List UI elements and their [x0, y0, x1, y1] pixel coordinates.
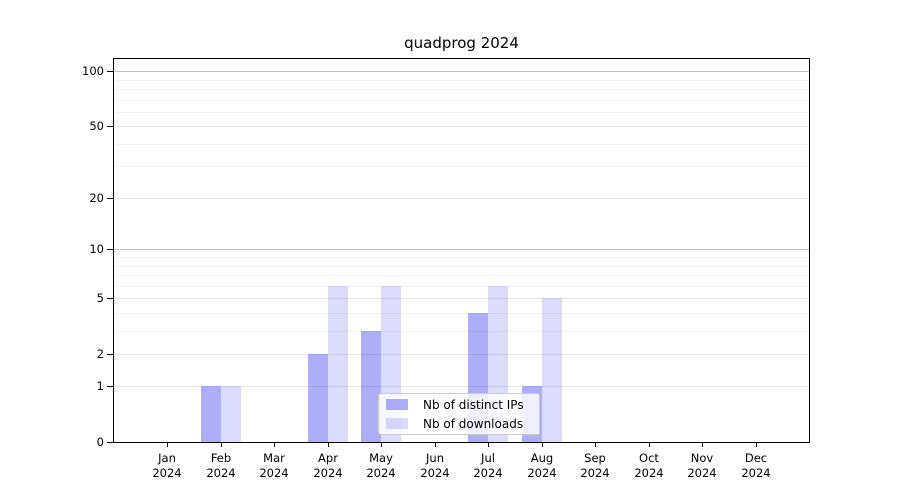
xtick-mark-dec — [756, 442, 757, 447]
xtick-mark-jul — [488, 442, 489, 447]
xtick-label-jul: Jul 2024 — [473, 451, 503, 480]
gridline-y2 — [114, 354, 809, 355]
ytick-mark-2 — [107, 354, 113, 355]
ytick-mark-1 — [107, 386, 113, 387]
ytick-label-0: 0 — [96, 435, 104, 449]
xtick-mark-nov — [702, 442, 703, 447]
bar-downloads-aug — [542, 298, 562, 442]
gridline-y1 — [114, 386, 809, 387]
ytick-mark-100 — [107, 71, 113, 72]
xtick-label-nov: Nov 2024 — [687, 451, 717, 480]
legend-label-downloads: Nb of downloads — [423, 416, 524, 431]
xtick-mark-may — [381, 442, 382, 447]
gridline-y4 — [114, 313, 809, 314]
xtick-label-apr: Apr 2024 — [313, 451, 343, 480]
ytick-label-20: 20 — [89, 191, 104, 205]
legend-entry-downloads: Nb of downloads — [386, 416, 539, 431]
legend-label-distinct-ips: Nb of distinct IPs — [423, 397, 524, 412]
xtick-label-may: May 2024 — [366, 451, 396, 480]
ytick-label-2: 2 — [96, 347, 104, 361]
gridline-y60 — [114, 112, 809, 113]
gridline-y10 — [114, 249, 809, 250]
ytick-mark-10 — [107, 249, 113, 250]
xtick-label-aug: Aug 2024 — [527, 451, 557, 480]
xtick-label-mar: Mar 2024 — [259, 451, 289, 480]
gridline-y40 — [114, 144, 809, 145]
gridline-y7 — [114, 275, 809, 276]
gridline-y6 — [114, 286, 809, 287]
xtick-label-dec: Dec 2024 — [741, 451, 771, 480]
bar-distinct-ips-may — [361, 331, 381, 442]
xtick-label-jun: Jun 2024 — [420, 451, 450, 480]
gridline-y5 — [114, 298, 809, 299]
gridline-y30 — [114, 166, 809, 167]
bar-distinct-ips-feb — [201, 386, 221, 442]
bar-distinct-ips-apr — [308, 354, 328, 442]
bar-downloads-apr — [328, 286, 348, 442]
xtick-label-feb: Feb 2024 — [206, 451, 236, 480]
xtick-label-jan: Jan 2024 — [152, 451, 182, 480]
bar-downloads-feb — [221, 386, 241, 442]
legend: Nb of distinct IPs Nb of downloads — [378, 393, 540, 435]
xtick-mark-aug — [542, 442, 543, 447]
ytick-label-50: 50 — [89, 119, 104, 133]
xtick-mark-jan — [167, 442, 168, 447]
gridline-y100 — [114, 71, 809, 72]
gridline-y70 — [114, 100, 809, 101]
xtick-mark-feb — [221, 442, 222, 447]
chart-title: quadprog 2024 — [404, 34, 519, 52]
legend-swatch-downloads — [386, 418, 408, 429]
ytick-mark-20 — [107, 198, 113, 199]
xtick-mark-sep — [595, 442, 596, 447]
gridline-y50 — [114, 126, 809, 127]
ytick-mark-50 — [107, 126, 113, 127]
legend-entry-distinct-ips: Nb of distinct IPs — [386, 397, 539, 412]
xtick-mark-oct — [649, 442, 650, 447]
gridline-y20 — [114, 198, 809, 199]
ytick-mark-0 — [107, 442, 113, 443]
xtick-mark-mar — [274, 442, 275, 447]
xtick-label-sep: Sep 2024 — [580, 451, 610, 480]
gridline-y9 — [114, 257, 809, 258]
gridline-y90 — [114, 80, 809, 81]
ytick-label-1: 1 — [96, 379, 104, 393]
ytick-label-100: 100 — [82, 64, 104, 78]
gridline-y3 — [114, 331, 809, 332]
legend-swatch-distinct-ips — [386, 399, 408, 410]
gridline-y8 — [114, 266, 809, 267]
xtick-label-oct: Oct 2024 — [634, 451, 664, 480]
xtick-mark-apr — [328, 442, 329, 447]
xtick-mark-jun — [435, 442, 436, 447]
plot-area: Nb of distinct IPs Nb of downloads 0 1 2 5 10… — [82, 58, 810, 480]
ytick-label-10: 10 — [89, 242, 104, 256]
gridline-y80 — [114, 89, 809, 90]
ytick-label-5: 5 — [96, 291, 104, 305]
ytick-mark-5 — [107, 298, 113, 299]
